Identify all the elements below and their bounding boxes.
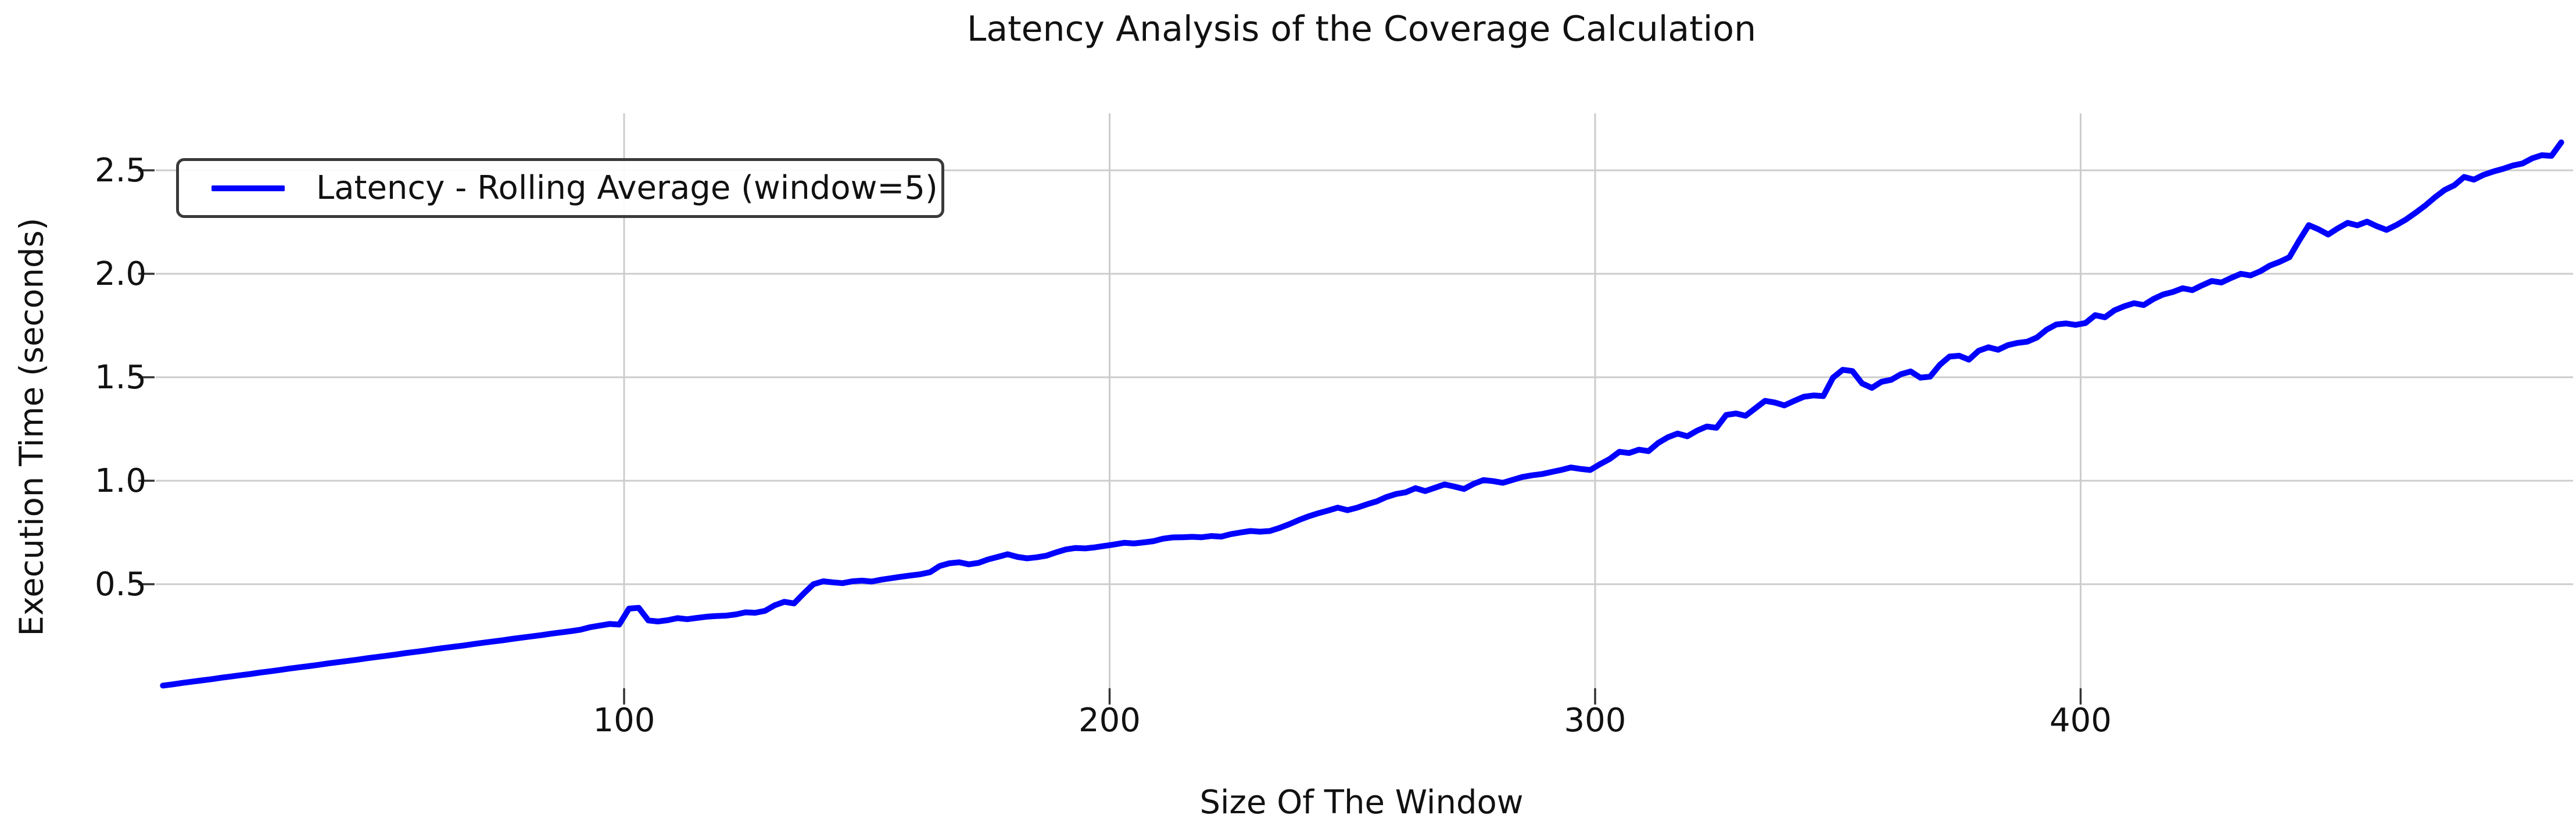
y-axis-label: Execution Time (seconds) [13, 217, 51, 637]
chart-title: Latency Analysis of the Coverage Calcula… [966, 9, 1757, 49]
x-tick-label-400: 400 [2050, 702, 2112, 739]
legend-label: Latency - Rolling Average (window=5) [316, 169, 938, 207]
y-tick-label-1.5: 1.5 [95, 359, 146, 396]
x-tick-label-100: 100 [593, 702, 655, 739]
x-tick-label-200: 200 [1079, 702, 1141, 739]
legend: Latency - Rolling Average (window=5) [176, 158, 944, 218]
legend-line-sample [212, 185, 285, 191]
y-tick-label-2.0: 2.0 [95, 255, 146, 293]
y-tick-label-2.5: 2.5 [95, 152, 146, 190]
x-axis-label: Size Of The Window [1199, 784, 1524, 821]
y-tick-label-0.5: 0.5 [95, 566, 146, 603]
latency-line [160, 139, 2564, 689]
x-tick-label-300: 300 [1564, 702, 1626, 739]
y-tick-label-1.0: 1.0 [95, 462, 146, 500]
